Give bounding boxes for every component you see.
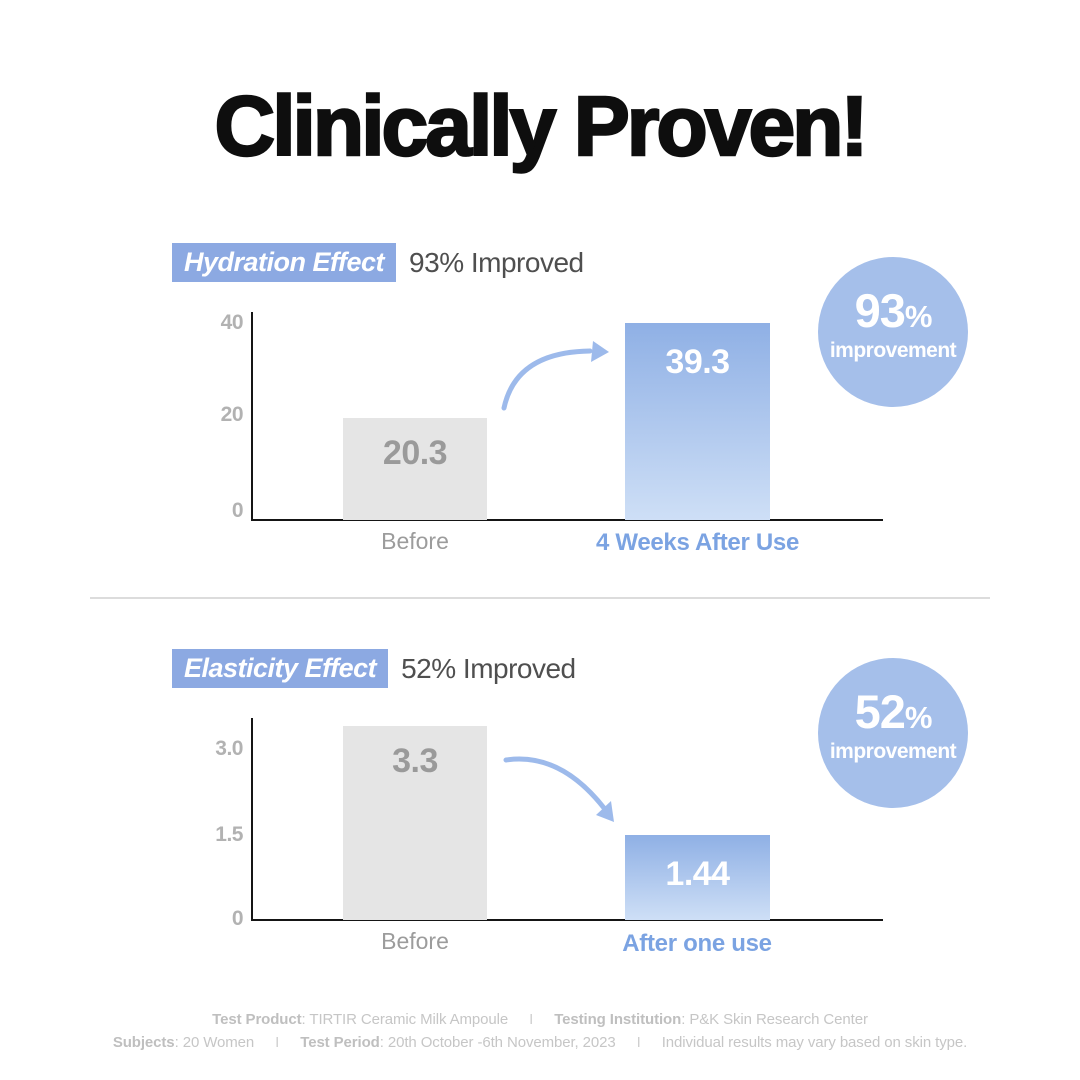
- bar-before: 3.3: [343, 726, 487, 920]
- y-tick: 3.0: [215, 737, 243, 760]
- bar-value: 3.3: [392, 742, 438, 780]
- y-tick: 0: [231, 499, 244, 522]
- footer-subjects-value: : 20 Women: [174, 1034, 255, 1051]
- y-tick: 20: [220, 403, 244, 426]
- footer-test-product-label: Test Product: [212, 1011, 302, 1028]
- elasticity-tag: Elasticity Effect: [172, 649, 389, 688]
- footer-period-label: Test Period: [300, 1034, 380, 1051]
- improvement-badge-93: 93% improvement: [818, 257, 968, 407]
- footer-line-2: Subjects: 20 Women I Test Period: 20th Oct…: [0, 1033, 1080, 1053]
- y-tick: 1.5: [215, 823, 243, 846]
- footer-test-product-value: : TIRTIR Ceramic Milk Ampoule: [301, 1011, 509, 1028]
- footer-separator: I: [275, 1034, 280, 1051]
- badge-percent: 52%: [854, 685, 933, 738]
- x-axis-line: [251, 919, 883, 921]
- elasticity-heading: Elasticity Effect 52% Improved: [172, 649, 576, 688]
- bar-value: 39.3: [665, 343, 730, 381]
- y-tick: 40: [220, 311, 244, 334]
- improvement-badge-52: 52% improvement: [818, 658, 968, 808]
- badge-percent: 93%: [854, 284, 933, 337]
- section-divider: [90, 597, 990, 599]
- bar-value: 1.44: [665, 855, 730, 893]
- x-label-before: Before: [381, 928, 449, 954]
- hydration-heading: Hydration Effect 93% Improved: [172, 243, 584, 282]
- y-tick: 0: [231, 907, 244, 930]
- y-axis-line: [251, 312, 253, 520]
- badge-caption: improvement: [829, 740, 957, 763]
- hydration-headline: 93% Improved: [409, 247, 584, 278]
- increase-arrow-icon: [501, 341, 609, 411]
- elasticity-headline: 52% Improved: [401, 653, 576, 684]
- y-axis-line: [251, 718, 253, 920]
- hydration-tag: Hydration Effect: [172, 243, 397, 282]
- x-label-after: After one use: [622, 930, 772, 957]
- x-label-before: Before: [381, 528, 449, 554]
- footer-institution-value: : P&K Skin Research Center: [681, 1011, 868, 1028]
- footer-institution-label: Testing Institution: [554, 1011, 682, 1028]
- footer-separator: I: [636, 1034, 641, 1051]
- badge-caption: improvement: [829, 339, 957, 362]
- x-axis-line: [251, 519, 883, 521]
- footer-period-value: : 20th October -6th November, 2023: [379, 1034, 616, 1051]
- page-title: Clinically Proven!: [213, 79, 869, 173]
- bar-after: 1.44: [625, 835, 770, 920]
- footer-subjects-label: Subjects: [112, 1034, 175, 1051]
- bar-before: 20.3: [343, 418, 487, 520]
- bar-value: 20.3: [382, 434, 448, 472]
- bar-after: 39.3: [625, 323, 770, 520]
- footer-disclaimer: Individual results may vary based on ski…: [661, 1034, 968, 1051]
- x-label-after: 4 Weeks After Use: [595, 529, 799, 556]
- decrease-arrow-icon: [503, 756, 614, 822]
- footer-line-1: Test Product: TIRTIR Ceramic Milk Ampoul…: [0, 1010, 1080, 1030]
- footer-separator: I: [529, 1011, 534, 1028]
